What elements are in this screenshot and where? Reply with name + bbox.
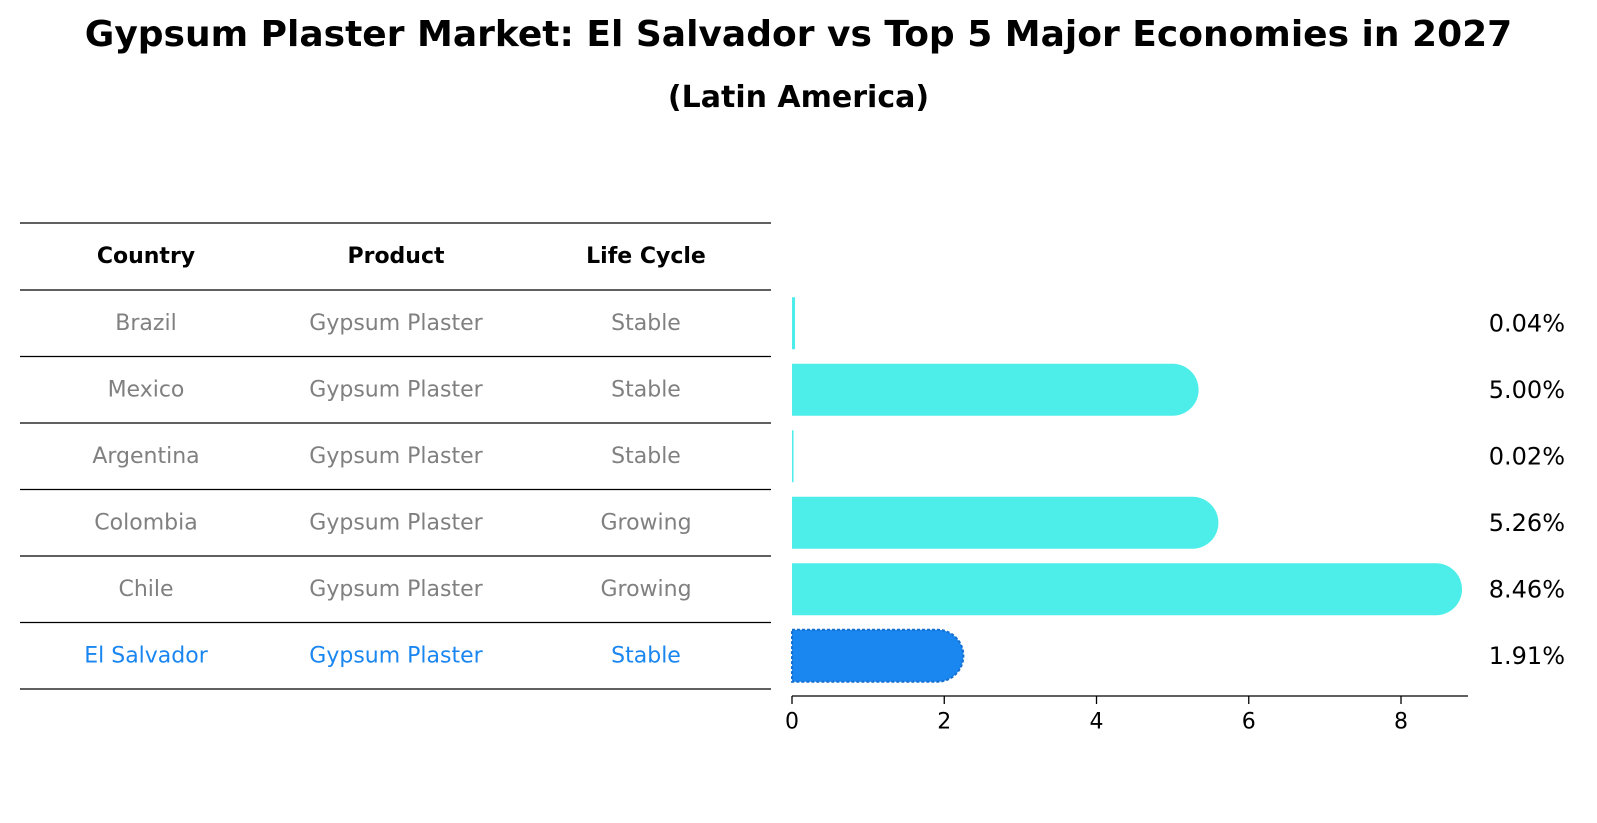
bar-plot: 0.04% 5.00% 0.02% 5.26% 8.46% 1.91% 0 2 4 6 8 bbox=[785, 297, 1565, 735]
x-tick-label: 8 bbox=[1394, 710, 1408, 735]
chart-subtitle: (Latin America) bbox=[667, 80, 930, 115]
bar-value-label: 0.02% bbox=[1489, 442, 1565, 470]
table-header-product: Product bbox=[347, 244, 445, 269]
table-cell-product: Gypsum Plaster bbox=[309, 510, 483, 535]
bar-value-label: 5.00% bbox=[1489, 376, 1565, 404]
table-cell-country: Brazil bbox=[115, 311, 176, 336]
table-row: Argentina Gypsum Plaster Stable bbox=[92, 444, 681, 469]
x-tick-label: 4 bbox=[1090, 710, 1104, 735]
chart-title: Gypsum Plaster Market: El Salvador vs To… bbox=[84, 14, 1513, 55]
table-row: Mexico Gypsum Plaster Stable bbox=[108, 377, 681, 402]
table-row: Colombia Gypsum Plaster Growing bbox=[94, 510, 691, 535]
x-tick-label: 6 bbox=[1242, 710, 1256, 735]
table-row: Chile Gypsum Plaster Growing bbox=[118, 577, 691, 602]
table-cell-life-cycle: Stable bbox=[611, 377, 681, 402]
bar-value-label: 1.91% bbox=[1489, 642, 1565, 670]
bar bbox=[792, 363, 1199, 416]
table-cell-life-cycle: Stable bbox=[611, 643, 681, 668]
bar-value-label: 8.46% bbox=[1489, 575, 1565, 603]
table-cell-life-cycle: Stable bbox=[611, 444, 681, 469]
table-header-country: Country bbox=[97, 244, 195, 269]
table-row: Brazil Gypsum Plaster Stable bbox=[115, 311, 681, 336]
x-tick-label: 0 bbox=[785, 710, 799, 735]
table-cell-product: Gypsum Plaster bbox=[309, 643, 483, 668]
table-cell-product: Gypsum Plaster bbox=[309, 577, 483, 602]
table-cell-product: Gypsum Plaster bbox=[309, 444, 483, 469]
table-row: El Salvador Gypsum Plaster Stable bbox=[84, 643, 681, 668]
table-cell-country: Chile bbox=[118, 577, 173, 602]
table-cell-country: El Salvador bbox=[84, 643, 208, 668]
table-header-life-cycle: Life Cycle bbox=[586, 244, 706, 269]
table-cell-country: Argentina bbox=[92, 444, 199, 469]
table-cell-country: Mexico bbox=[108, 377, 185, 402]
table-cell-country: Colombia bbox=[94, 510, 197, 535]
table-cell-life-cycle: Growing bbox=[600, 577, 691, 602]
bar-value-label: 5.26% bbox=[1489, 509, 1565, 537]
bar bbox=[791, 628, 965, 683]
bar bbox=[792, 430, 794, 483]
comparison-table: Country Product Life Cycle Brazil Gypsum Pla… bbox=[20, 222, 771, 690]
table-cell-product: Gypsum Plaster bbox=[309, 377, 483, 402]
bar bbox=[792, 563, 1463, 616]
x-tick-label: 2 bbox=[937, 710, 951, 735]
bar bbox=[792, 297, 796, 350]
bar-value-label: 0.04% bbox=[1489, 309, 1565, 337]
table-cell-life-cycle: Growing bbox=[600, 510, 691, 535]
bar bbox=[792, 496, 1219, 549]
table-cell-product: Gypsum Plaster bbox=[309, 311, 483, 336]
table-cell-life-cycle: Stable bbox=[611, 311, 681, 336]
